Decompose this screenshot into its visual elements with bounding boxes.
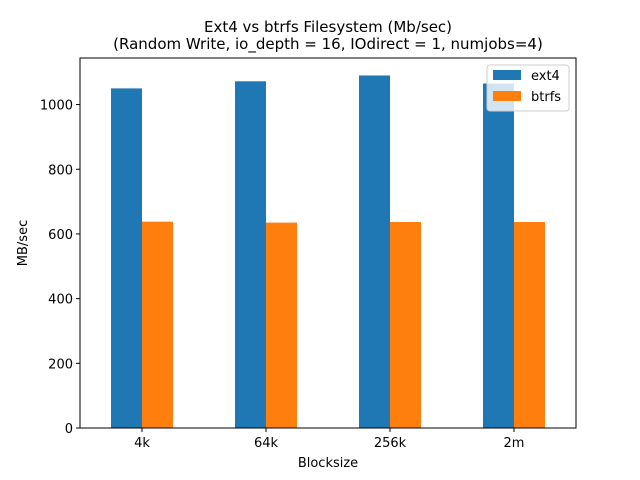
- chart-subtitle: (Random Write, io_depth = 16, IOdirect =…: [113, 35, 543, 54]
- chart-title: Ext4 vs btrfs Filesystem (Mb/sec): [204, 18, 452, 36]
- bar-ext4-256k: [359, 75, 390, 429]
- legend-swatch-btrfs: [493, 91, 521, 101]
- bar-btrfs-2m: [514, 221, 545, 428]
- legend-swatch-ext4: [493, 70, 521, 80]
- bar-btrfs-64k: [266, 222, 297, 428]
- y-tick-label: 600: [48, 228, 73, 243]
- legend-label-btrfs: btrfs: [531, 90, 561, 105]
- y-tick-label: 1000: [40, 99, 73, 114]
- x-axis-ticks: 4k 64k 256k 2m: [134, 428, 524, 451]
- bar-btrfs-256k: [390, 221, 421, 428]
- x-tick-label: 256k: [374, 436, 407, 451]
- x-tick-label: 4k: [134, 436, 150, 451]
- y-tick-label: 800: [48, 163, 73, 178]
- x-tick-label: 64k: [254, 436, 279, 451]
- bar-ext4-2m: [483, 83, 514, 429]
- bar-ext4-64k: [235, 81, 266, 428]
- plot-frame: [79, 57, 577, 429]
- x-tick-label: 2m: [504, 436, 525, 451]
- y-axis-ticks: 0 200 400 600 800 1000: [40, 99, 80, 437]
- bar-btrfs-4k: [142, 221, 173, 428]
- y-tick-label: 0: [65, 422, 73, 437]
- legend: ext4 btrfs: [486, 64, 570, 112]
- x-axis-label: Blocksize: [298, 456, 358, 471]
- bars-group: [111, 75, 545, 429]
- y-tick-label: 200: [48, 357, 73, 372]
- bar-ext4-4k: [111, 88, 142, 428]
- y-axis-label: MB/sec: [16, 220, 31, 266]
- legend-label-ext4: ext4: [531, 69, 560, 84]
- y-tick-label: 400: [48, 293, 73, 308]
